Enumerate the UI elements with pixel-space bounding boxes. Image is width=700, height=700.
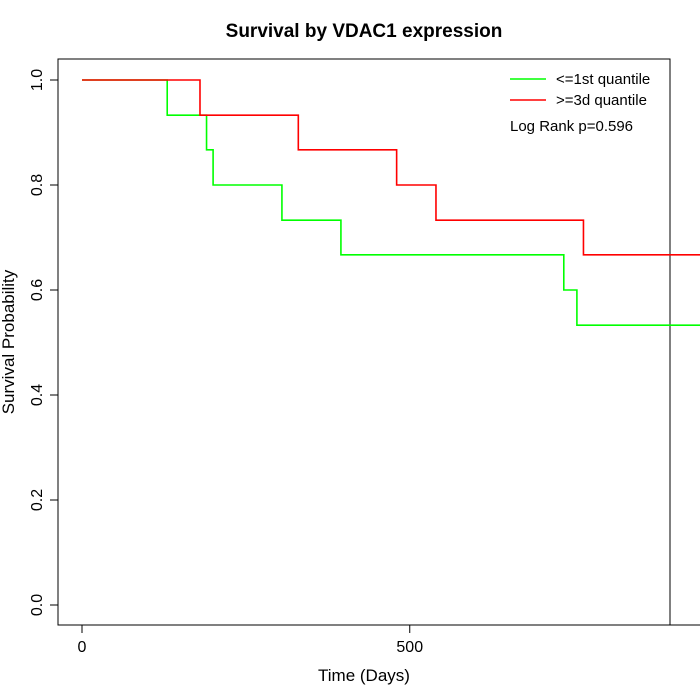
y-tick-label: 0.2	[29, 489, 46, 511]
y-axis-label: Survival Probability	[0, 269, 18, 414]
y-tick-label: 1.0	[29, 69, 46, 91]
y-tick-label: 0.8	[29, 174, 46, 196]
x-axis-label: Time (Days)	[318, 666, 410, 685]
y-tick-label: 0.0	[29, 594, 46, 616]
series-lines	[82, 79, 700, 326]
legend-label-high: >=3d quantile	[556, 92, 647, 109]
log-rank-annotation: Log Rank p=0.596	[510, 118, 633, 135]
y-axis: 0.0 0.2 0.4 0.6 0.8 1.0	[29, 69, 59, 616]
series-line-high-quantile	[82, 79, 700, 256]
y-tick-label: 0.4	[29, 384, 46, 406]
y-tick-label: 0.6	[29, 279, 46, 301]
x-tick-label: 0	[78, 639, 87, 656]
legend-label-low: <=1st quantile	[556, 71, 650, 88]
x-axis: 050010001500	[78, 624, 700, 656]
plot-frame	[57, 58, 671, 626]
x-tick-label: 500	[396, 639, 423, 656]
legend: <=1st quantile >=3d quantile	[510, 71, 650, 109]
chart-title: Survival by VDAC1 expression	[226, 21, 503, 42]
